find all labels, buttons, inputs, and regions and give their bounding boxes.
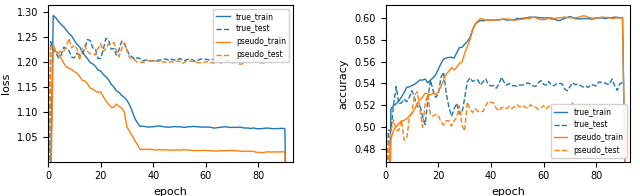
true_test [284, 60, 291, 62]
pseudo_test [584, 103, 592, 106]
pseudo_test [574, 107, 582, 110]
pseudo_train [558, 17, 566, 19]
pseudo_test [223, 61, 231, 63]
true_train [577, 18, 584, 20]
pseudo_train [572, 17, 579, 19]
true_test [440, 71, 447, 73]
pseudo_test [572, 106, 579, 108]
true_test [236, 58, 244, 61]
pseudo_test [247, 60, 255, 62]
true_train [574, 17, 582, 20]
true_test [584, 86, 592, 89]
pseudo_train [189, 149, 196, 152]
pseudo_test [189, 60, 196, 62]
true_train [558, 18, 566, 21]
pseudo_test [621, 107, 629, 110]
true_train [572, 17, 579, 20]
Line: pseudo_train: pseudo_train [386, 16, 625, 196]
pseudo_train [234, 150, 241, 152]
true_train [239, 127, 246, 129]
true_test [561, 88, 568, 90]
pseudo_test [284, 61, 291, 63]
Y-axis label: loss: loss [1, 73, 11, 94]
true_train [524, 16, 532, 19]
pseudo_train [524, 17, 532, 19]
pseudo_test [577, 106, 584, 109]
Line: pseudo_train: pseudo_train [48, 47, 287, 196]
true_test [574, 83, 582, 85]
X-axis label: epoch: epoch [491, 187, 525, 196]
pseudo_test [413, 91, 421, 93]
Line: true_test: true_test [386, 72, 625, 196]
Line: true_train: true_train [48, 15, 287, 196]
pseudo_test [234, 62, 241, 64]
true_test [189, 59, 196, 61]
pseudo_test [561, 105, 568, 107]
true_train [223, 126, 231, 128]
Legend: true_train, true_test, pseudo_train, pseudo_test: true_train, true_test, pseudo_train, pse… [213, 9, 289, 62]
true_train [236, 126, 244, 128]
true_train [566, 15, 573, 18]
true_test [234, 58, 241, 61]
pseudo_train [223, 149, 231, 152]
pseudo_test [236, 63, 244, 65]
true_test [247, 57, 255, 60]
pseudo_train [569, 17, 577, 19]
true_train [234, 126, 241, 129]
Line: pseudo_test: pseudo_test [48, 38, 287, 196]
pseudo_test [527, 103, 534, 106]
true_train [584, 17, 592, 20]
Legend: true_train, true_test, pseudo_train, pseudo_test: true_train, true_test, pseudo_train, pse… [550, 104, 627, 158]
Line: pseudo_test: pseudo_test [386, 92, 625, 196]
true_train [621, 180, 629, 182]
pseudo_test [65, 37, 73, 40]
pseudo_train [247, 150, 255, 153]
true_test [102, 37, 109, 40]
true_train [189, 125, 196, 128]
true_test [223, 59, 231, 61]
true_test [621, 82, 629, 84]
pseudo_test [239, 63, 246, 65]
pseudo_train [239, 150, 246, 153]
X-axis label: epoch: epoch [154, 187, 188, 196]
true_test [527, 83, 534, 85]
Line: true_train: true_train [386, 17, 625, 196]
pseudo_train [579, 15, 587, 17]
pseudo_train [236, 150, 244, 152]
Y-axis label: accuracy: accuracy [339, 58, 349, 109]
true_test [572, 83, 579, 86]
pseudo_train [574, 16, 582, 18]
true_test [239, 57, 246, 60]
pseudo_train [584, 16, 592, 18]
true_train [247, 127, 255, 130]
true_test [577, 84, 584, 87]
pseudo_train [49, 45, 57, 48]
pseudo_train [621, 181, 629, 183]
true_train [49, 14, 57, 17]
Line: true_test: true_test [48, 38, 287, 196]
